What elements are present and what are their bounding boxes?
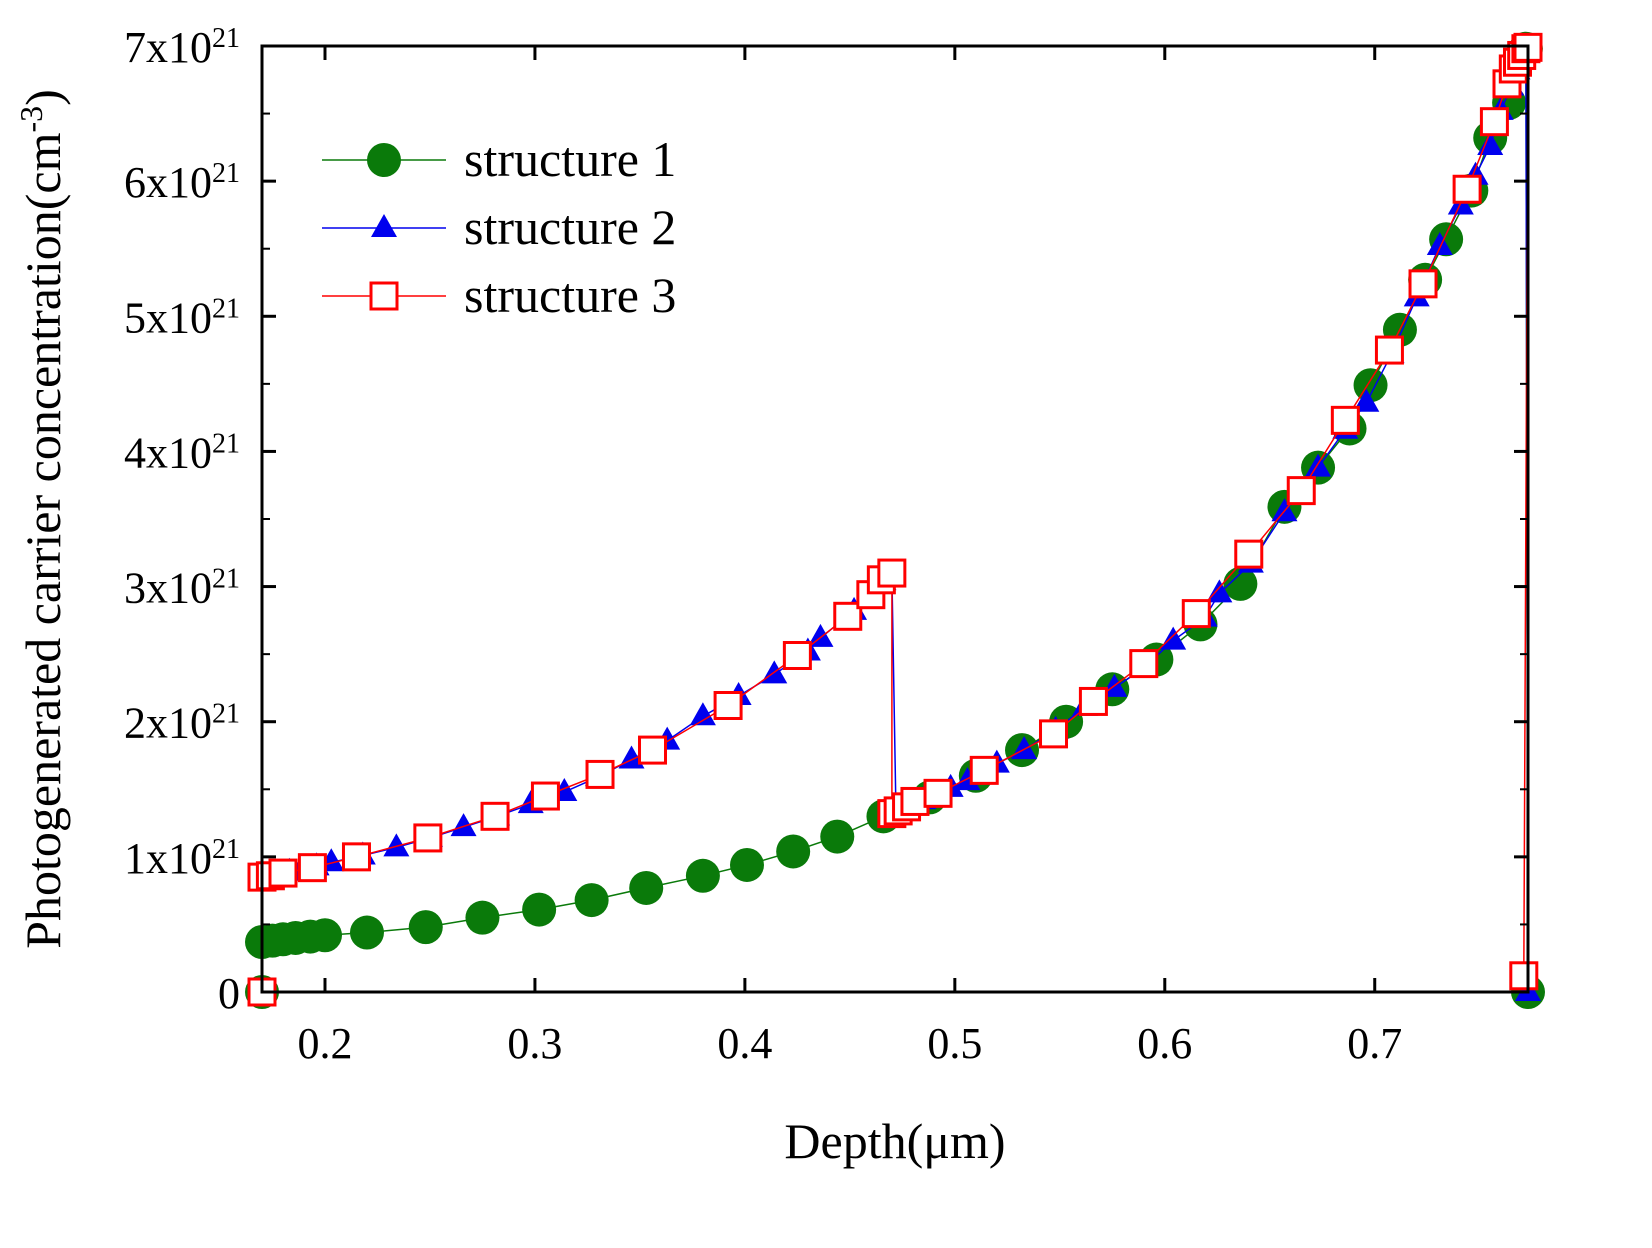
series-2-point: [450, 813, 477, 837]
series-2-point: [689, 702, 716, 726]
series-3-point: [1181, 599, 1211, 629]
y-tick-label: 5x1021: [124, 293, 240, 343]
series-2-point: [1206, 579, 1233, 603]
series-3-point: [1039, 719, 1069, 749]
legend-marker: [367, 143, 401, 177]
series-2-point: [1426, 232, 1453, 256]
y-tick-label-exponent: 21: [212, 23, 240, 54]
y-tick-label: 1x1021: [124, 833, 240, 883]
series-3-point: [1234, 539, 1264, 569]
series-1-point: [729, 847, 764, 882]
series-2-point: [383, 833, 410, 857]
series-3-point: [268, 858, 298, 888]
legend-item-3: structure 3: [322, 267, 676, 323]
legend-marker: [369, 281, 399, 311]
y-axis-label-text: Photogenerated carrier concentration(cm: [15, 132, 71, 948]
x-tick-label: 0.4: [717, 1019, 772, 1068]
y-axis-label-close: ): [15, 89, 71, 106]
y-tick-label-base: 0: [218, 969, 240, 1018]
series-3-point: [480, 801, 510, 831]
x-tick-label: 0.6: [1137, 1019, 1192, 1068]
series-3-point: [1408, 269, 1438, 299]
series-1-point: [408, 910, 443, 945]
y-tick-label-exponent: 21: [212, 428, 240, 459]
series-3-point: [1374, 335, 1404, 365]
legend-item-2: structure 2: [322, 199, 676, 255]
y-tick-label-base: 7x10: [124, 23, 212, 72]
series-3-point: [1330, 405, 1360, 435]
legend-label: structure 3: [464, 267, 676, 323]
series-3-point: [297, 853, 327, 883]
y-tick-label-base: 2x10: [124, 699, 212, 748]
y-tick-label-exponent: 21: [212, 293, 240, 324]
y-tick-label-base: 1x10: [124, 834, 212, 883]
legend-marker: [371, 214, 397, 237]
series-2-point: [1160, 626, 1187, 650]
x-tick-label: 0.7: [1347, 1019, 1402, 1068]
series-1-point: [1223, 566, 1258, 601]
y-tick-label-exponent: 21: [212, 563, 240, 594]
legend-item-1: structure 1: [322, 131, 676, 187]
y-tick-label: 6x1021: [124, 158, 240, 208]
y-tick-label-exponent: 21: [212, 833, 240, 864]
y-tick-label: 7x1021: [124, 23, 240, 73]
series-3-point: [1078, 686, 1108, 716]
y-axis-label: Photogenerated carrier concentration(cm-…: [13, 89, 71, 949]
y-tick-label-base: 6x10: [124, 158, 212, 207]
series-3-point: [1479, 107, 1509, 137]
y-tick-label-base: 4x10: [124, 428, 212, 477]
x-tick-label: 0.3: [507, 1019, 562, 1068]
series-1-point: [574, 883, 609, 918]
series-3-point: [1286, 476, 1316, 506]
series-3-point: [1129, 649, 1159, 679]
series-2-point: [1271, 498, 1298, 522]
ticks-layer: [262, 44, 1528, 994]
y-tick-label-base: 3x10: [124, 564, 212, 613]
series-1-point: [685, 858, 720, 893]
series-3-point: [713, 690, 743, 720]
y-tick-label: 4x1021: [124, 428, 240, 478]
series-1-point: [629, 870, 664, 905]
series-3-point: [1509, 961, 1539, 991]
x-axis-label: Depth(μm): [784, 1113, 1005, 1169]
series-3-point: [782, 640, 812, 670]
series-layer: [245, 31, 1545, 1009]
y-tick-label-exponent: 21: [212, 158, 240, 189]
series-3-point: [877, 558, 907, 588]
series-3-point: [341, 842, 371, 872]
series-3: [247, 32, 1543, 1007]
series-3-point: [413, 823, 443, 853]
series-3-point: [1452, 174, 1482, 204]
legend: structure 1 structure 2 structure 3: [322, 131, 676, 323]
series-3-point: [585, 759, 615, 789]
y-axis-label-exponent: -3: [13, 106, 49, 133]
y-tick-label: 3x1021: [124, 563, 240, 613]
series-1-point: [349, 915, 384, 950]
y-tick-label: 2x1021: [124, 698, 240, 748]
series-2-point: [807, 623, 834, 647]
legend-label: structure 1: [464, 131, 676, 187]
x-tick-label: 0.5: [927, 1019, 982, 1068]
series-1-point: [465, 900, 500, 935]
tick-labels-layer: 0.2 0.3 0.4 0.5 0.6 0.701x10212x10213x10214x1…: [124, 23, 1402, 1069]
series-3-point: [530, 781, 560, 811]
series-1-point: [820, 819, 855, 854]
series-1-point: [776, 834, 811, 869]
y-tick-label: 0: [218, 969, 240, 1018]
legend-label: structure 2: [464, 199, 676, 255]
y-tick-label-base: 5x10: [124, 293, 212, 342]
series-3-point: [638, 735, 668, 765]
series-1-point: [522, 892, 557, 927]
x-tick-label: 0.2: [297, 1019, 352, 1068]
y-tick-label-exponent: 21: [212, 698, 240, 729]
series-3-point: [969, 755, 999, 785]
series-1-point: [307, 918, 342, 953]
series-3-point: [923, 778, 953, 808]
